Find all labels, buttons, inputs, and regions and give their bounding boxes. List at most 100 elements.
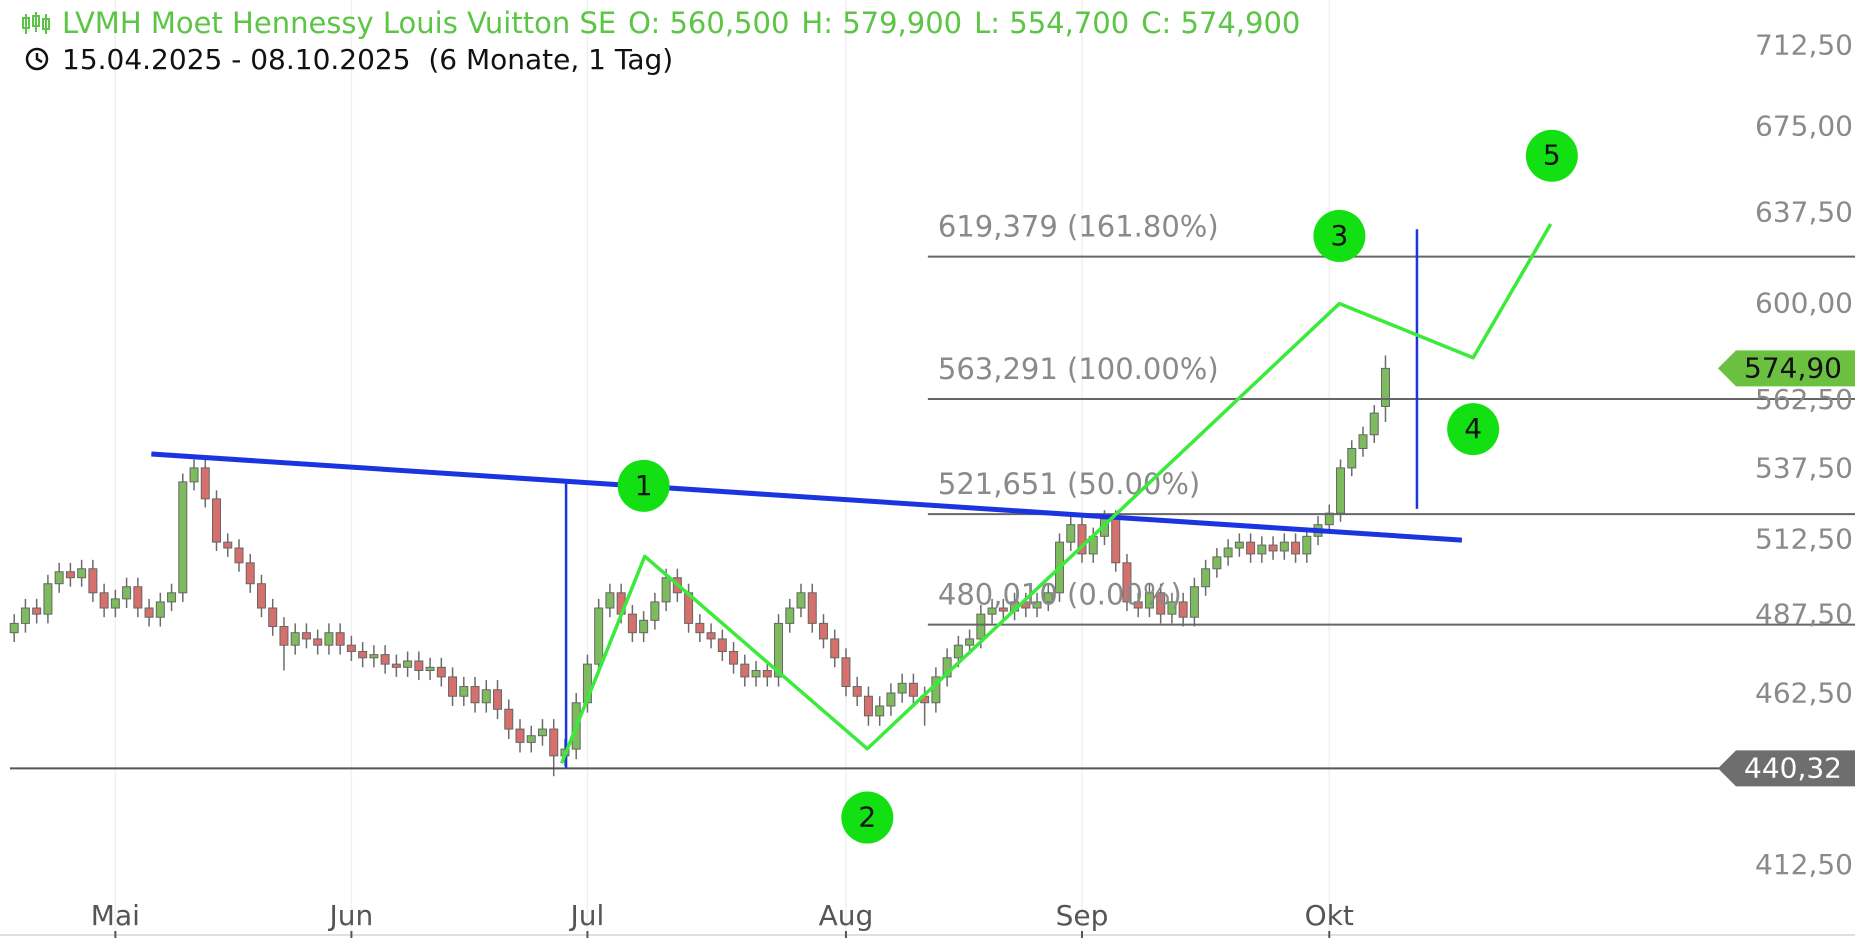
candle-body <box>639 619 649 634</box>
candle-body <box>313 638 323 646</box>
candle-body <box>875 705 885 717</box>
candle-body <box>167 592 177 603</box>
label-layer: LVMH Moet Hennessy Louis Vuitton SE O: 56… <box>22 6 1853 932</box>
candle-body <box>1122 562 1132 603</box>
wave-label: 2 <box>858 801 876 834</box>
candle-body <box>1201 568 1211 588</box>
candle-body <box>9 622 19 634</box>
ohlc-close: C: 574,900 <box>1141 6 1300 40</box>
candle-body <box>976 613 986 640</box>
y-tick-label: 537,50 <box>1755 451 1853 484</box>
y-tick-label: 675,00 <box>1755 110 1853 143</box>
candle-body <box>436 666 446 678</box>
candle-body <box>1032 601 1042 609</box>
candle-body <box>1066 524 1076 543</box>
x-tick-label: Mai <box>91 899 140 932</box>
candle-body <box>998 607 1008 612</box>
chart-subtitle: 15.04.2025 - 08.10.2025 (6 Monate, 1 Tag… <box>62 43 673 76</box>
candle-body <box>1336 467 1346 514</box>
candle-body <box>605 592 615 609</box>
candle-body <box>841 657 851 688</box>
candle-body <box>1077 524 1087 555</box>
wave-point <box>1447 403 1500 456</box>
clock-icon <box>25 47 49 71</box>
candle-body <box>212 498 222 543</box>
candle-body <box>1246 541 1256 555</box>
y-tick-label: 512,50 <box>1755 523 1853 556</box>
candle-body <box>448 676 458 697</box>
price-tag <box>1718 750 1855 787</box>
candle-body <box>717 638 727 652</box>
annotation-layer: 619,379 (161.80%) 563,291 (100.00%) 521,65… <box>10 129 1855 844</box>
candle-body <box>1268 544 1278 552</box>
candle-body <box>481 689 491 704</box>
candle-body <box>223 541 233 549</box>
candle-body <box>594 607 604 665</box>
candle-body <box>324 632 334 646</box>
candle-body <box>301 632 311 640</box>
candle-body <box>77 568 87 579</box>
candle-body <box>1212 556 1222 570</box>
candle-body <box>391 663 401 668</box>
candle-body <box>133 586 143 609</box>
candle-body <box>1347 447 1357 469</box>
candle-body <box>178 481 188 594</box>
candle-body <box>54 571 64 585</box>
candle-body <box>1369 412 1379 436</box>
candle-body <box>493 689 503 710</box>
candle-body <box>729 650 739 665</box>
candle-body <box>807 592 817 624</box>
candle-body <box>953 644 963 659</box>
fib-level-label: 521,651 (50.00%) <box>938 467 1200 501</box>
candle-icon <box>22 12 50 34</box>
candle-body <box>279 625 289 646</box>
candle-body <box>414 660 424 672</box>
candle-body <box>470 686 480 704</box>
candle-body <box>661 577 671 603</box>
chart-title: LVMH Moet Hennessy Louis Vuitton SE O: 56… <box>62 6 1300 40</box>
ohlc-open: O: 560,500 <box>628 6 789 40</box>
wave-label: 5 <box>1543 139 1561 172</box>
candle-body <box>1189 586 1199 618</box>
candle-body <box>706 632 716 640</box>
price-tag <box>1718 350 1855 387</box>
candle-body <box>1043 592 1053 603</box>
candle-body <box>965 638 975 646</box>
candle-body <box>459 686 469 697</box>
candle-body <box>526 735 536 743</box>
ohlc-low: L: 554,700 <box>974 6 1129 40</box>
y-tick-label: 562,50 <box>1755 383 1853 416</box>
candle-body <box>88 568 98 594</box>
candle-body <box>65 571 75 579</box>
candle-body <box>110 598 120 609</box>
candle-body <box>245 562 255 585</box>
wave-label: 1 <box>635 469 653 502</box>
candle-body <box>897 682 907 694</box>
x-tick-label: Okt <box>1305 899 1354 932</box>
y-tick-label: 487,50 <box>1755 598 1853 631</box>
fib-level-label: 480,010 (0.00%) <box>938 578 1182 612</box>
wave-label: 4 <box>1464 412 1482 445</box>
candle-body <box>1291 541 1301 555</box>
wave-point <box>617 459 670 512</box>
candle-body <box>863 695 873 717</box>
candle-body <box>346 644 356 652</box>
candle-body <box>1167 601 1177 615</box>
candle-body <box>403 660 413 668</box>
wave-line <box>559 223 1553 764</box>
x-tick-label: Jun <box>328 899 374 932</box>
candle-body <box>1178 601 1188 618</box>
candle-body <box>155 601 165 618</box>
candle-body <box>144 607 154 618</box>
candle-body <box>1234 541 1244 549</box>
y-tick-label: 600,00 <box>1755 286 1853 319</box>
y-tick-label: 637,50 <box>1755 195 1853 228</box>
candle-body <box>774 622 784 678</box>
candle-body <box>234 547 244 564</box>
candle-body <box>1223 547 1233 558</box>
candle-body <box>515 728 525 743</box>
candle-body <box>740 663 750 678</box>
